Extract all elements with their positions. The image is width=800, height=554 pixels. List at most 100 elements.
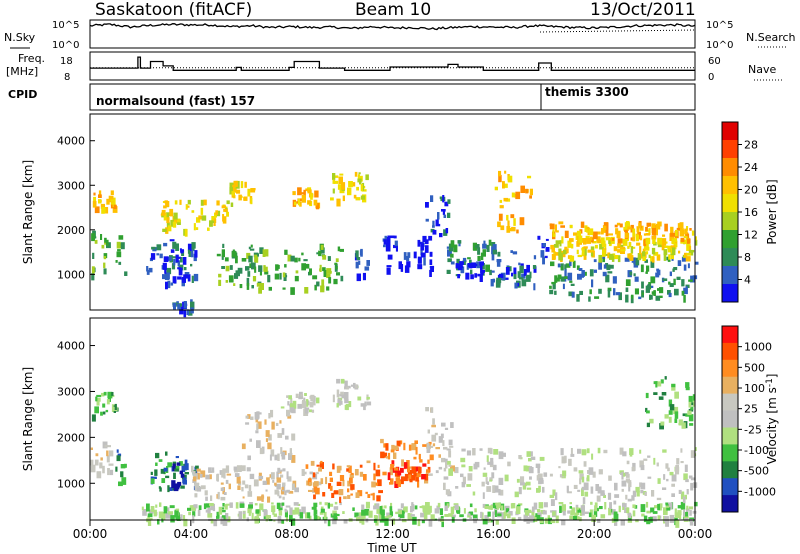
range-time-cell [562, 470, 567, 477]
range-time-cell [178, 461, 183, 466]
range-time-cell [544, 255, 548, 259]
range-time-cell [694, 447, 697, 451]
range-time-cell [398, 510, 402, 515]
range-time-cell [194, 482, 200, 488]
range-time-cell [393, 452, 397, 459]
range-time-cell [387, 515, 392, 518]
range-time-cell [272, 479, 275, 483]
range-time-cell [606, 264, 611, 271]
range-time-cell [187, 274, 191, 282]
range-time-cell [254, 254, 258, 263]
range-time-cell [627, 498, 632, 502]
range-time-cell [110, 190, 114, 195]
range-time-cell [473, 243, 477, 251]
range-time-cell [223, 471, 226, 479]
range-time-cell [280, 469, 283, 472]
range-time-cell [451, 514, 456, 518]
range-time-cell [543, 502, 548, 508]
range-time-cell [213, 221, 216, 226]
range-time-cell [573, 484, 578, 489]
range-time-cell [659, 515, 662, 519]
range-time-cell [147, 513, 153, 518]
range-time-cell [588, 296, 591, 302]
range-time-cell [605, 274, 610, 283]
range-time-cell [371, 481, 376, 488]
range-time-cell [567, 491, 572, 494]
power-data-cells [91, 170, 699, 318]
range-time-cell [569, 502, 572, 505]
range-time-cell [457, 274, 460, 279]
range-time-cell [374, 503, 377, 507]
range-time-cell [313, 508, 317, 516]
range-time-cell [542, 256, 545, 265]
range-time-cell [415, 446, 418, 455]
range-time-cell [474, 461, 480, 468]
range-time-cell [661, 243, 665, 251]
range-time-cell [117, 453, 122, 457]
range-time-cell [631, 495, 635, 501]
range-time-cell [329, 471, 333, 476]
range-time-cell [332, 173, 336, 180]
range-time-cell [294, 487, 299, 493]
range-time-cell [510, 250, 513, 253]
range-time-cell [380, 513, 385, 520]
range-time-cell [459, 261, 464, 266]
range-time-cell [443, 482, 446, 490]
range-time-cell [622, 451, 627, 457]
range-time-cell [349, 474, 354, 479]
range-time-cell [641, 281, 644, 289]
range-time-cell [241, 258, 247, 262]
range-time-cell [429, 454, 434, 461]
colorbar-segment [722, 342, 738, 361]
range-time-cell [677, 260, 682, 266]
range-time-cell [674, 237, 678, 242]
range-time-cell [539, 456, 545, 461]
range-time-cell [365, 491, 368, 494]
range-time-cell [657, 515, 661, 521]
range-time-cell [338, 176, 343, 184]
range-time-cell [550, 244, 555, 250]
range-time-cell [507, 461, 511, 467]
range-time-cell [407, 513, 411, 517]
range-time-cell [395, 246, 398, 252]
range-time-cell [624, 222, 630, 230]
range-time-cell [425, 502, 430, 510]
range-time-cell [226, 200, 230, 205]
range-time-cell [276, 471, 279, 479]
range-time-cell [313, 502, 318, 507]
range-time-cell [558, 252, 563, 261]
range-time-cell [557, 263, 561, 268]
range-time-cell [687, 410, 692, 416]
range-time-cell [254, 266, 257, 273]
date-title: 13/Oct/2011 [590, 0, 696, 20]
range-time-cell [508, 511, 513, 516]
power-colorbar-label: Power [dB] [765, 179, 779, 244]
range-time-cell [554, 275, 558, 283]
range-time-cell [286, 471, 289, 480]
range-time-cell [163, 506, 168, 514]
range-time-cell [415, 474, 419, 482]
range-time-cell [165, 475, 170, 479]
range-time-cell [678, 419, 683, 426]
range-time-cell [456, 267, 459, 271]
range-time-cell [549, 289, 554, 295]
range-time-cell [500, 505, 504, 511]
range-time-cell [646, 510, 651, 514]
range-time-cell [527, 175, 532, 179]
range-time-cell [657, 288, 662, 291]
range-time-cell [268, 434, 272, 441]
range-time-cell [518, 503, 523, 506]
range-time-cell [555, 492, 558, 501]
range-time-cell [390, 502, 393, 507]
range-time-cell [497, 513, 502, 517]
range-time-cell [595, 484, 599, 491]
range-time-cell [597, 518, 601, 523]
range-time-cell [685, 387, 690, 391]
range-time-cell [156, 244, 162, 251]
range-time-cell [562, 283, 565, 290]
range-time-cell [428, 441, 432, 445]
range-time-cell [267, 442, 272, 450]
colorbar-segment [722, 158, 738, 177]
range-time-cell [533, 266, 537, 273]
range-time-cell [564, 230, 569, 238]
